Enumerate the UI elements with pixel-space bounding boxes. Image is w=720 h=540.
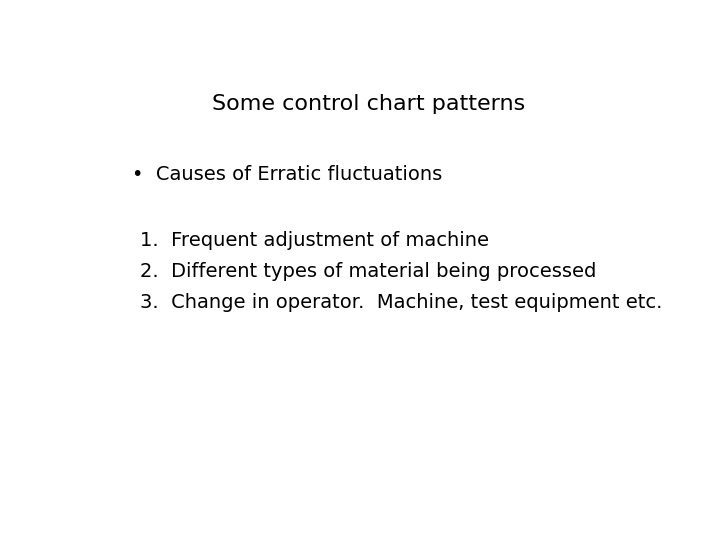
Text: 2.  Different types of material being processed: 2. Different types of material being pro…	[140, 262, 597, 281]
Text: Some control chart patterns: Some control chart patterns	[212, 94, 526, 114]
Text: 3.  Change in operator.  Machine, test equipment etc.: 3. Change in operator. Machine, test equ…	[140, 294, 662, 313]
Text: 1.  Frequent adjustment of machine: 1. Frequent adjustment of machine	[140, 231, 489, 250]
Text: •  Causes of Erratic fluctuations: • Causes of Erratic fluctuations	[132, 165, 442, 184]
